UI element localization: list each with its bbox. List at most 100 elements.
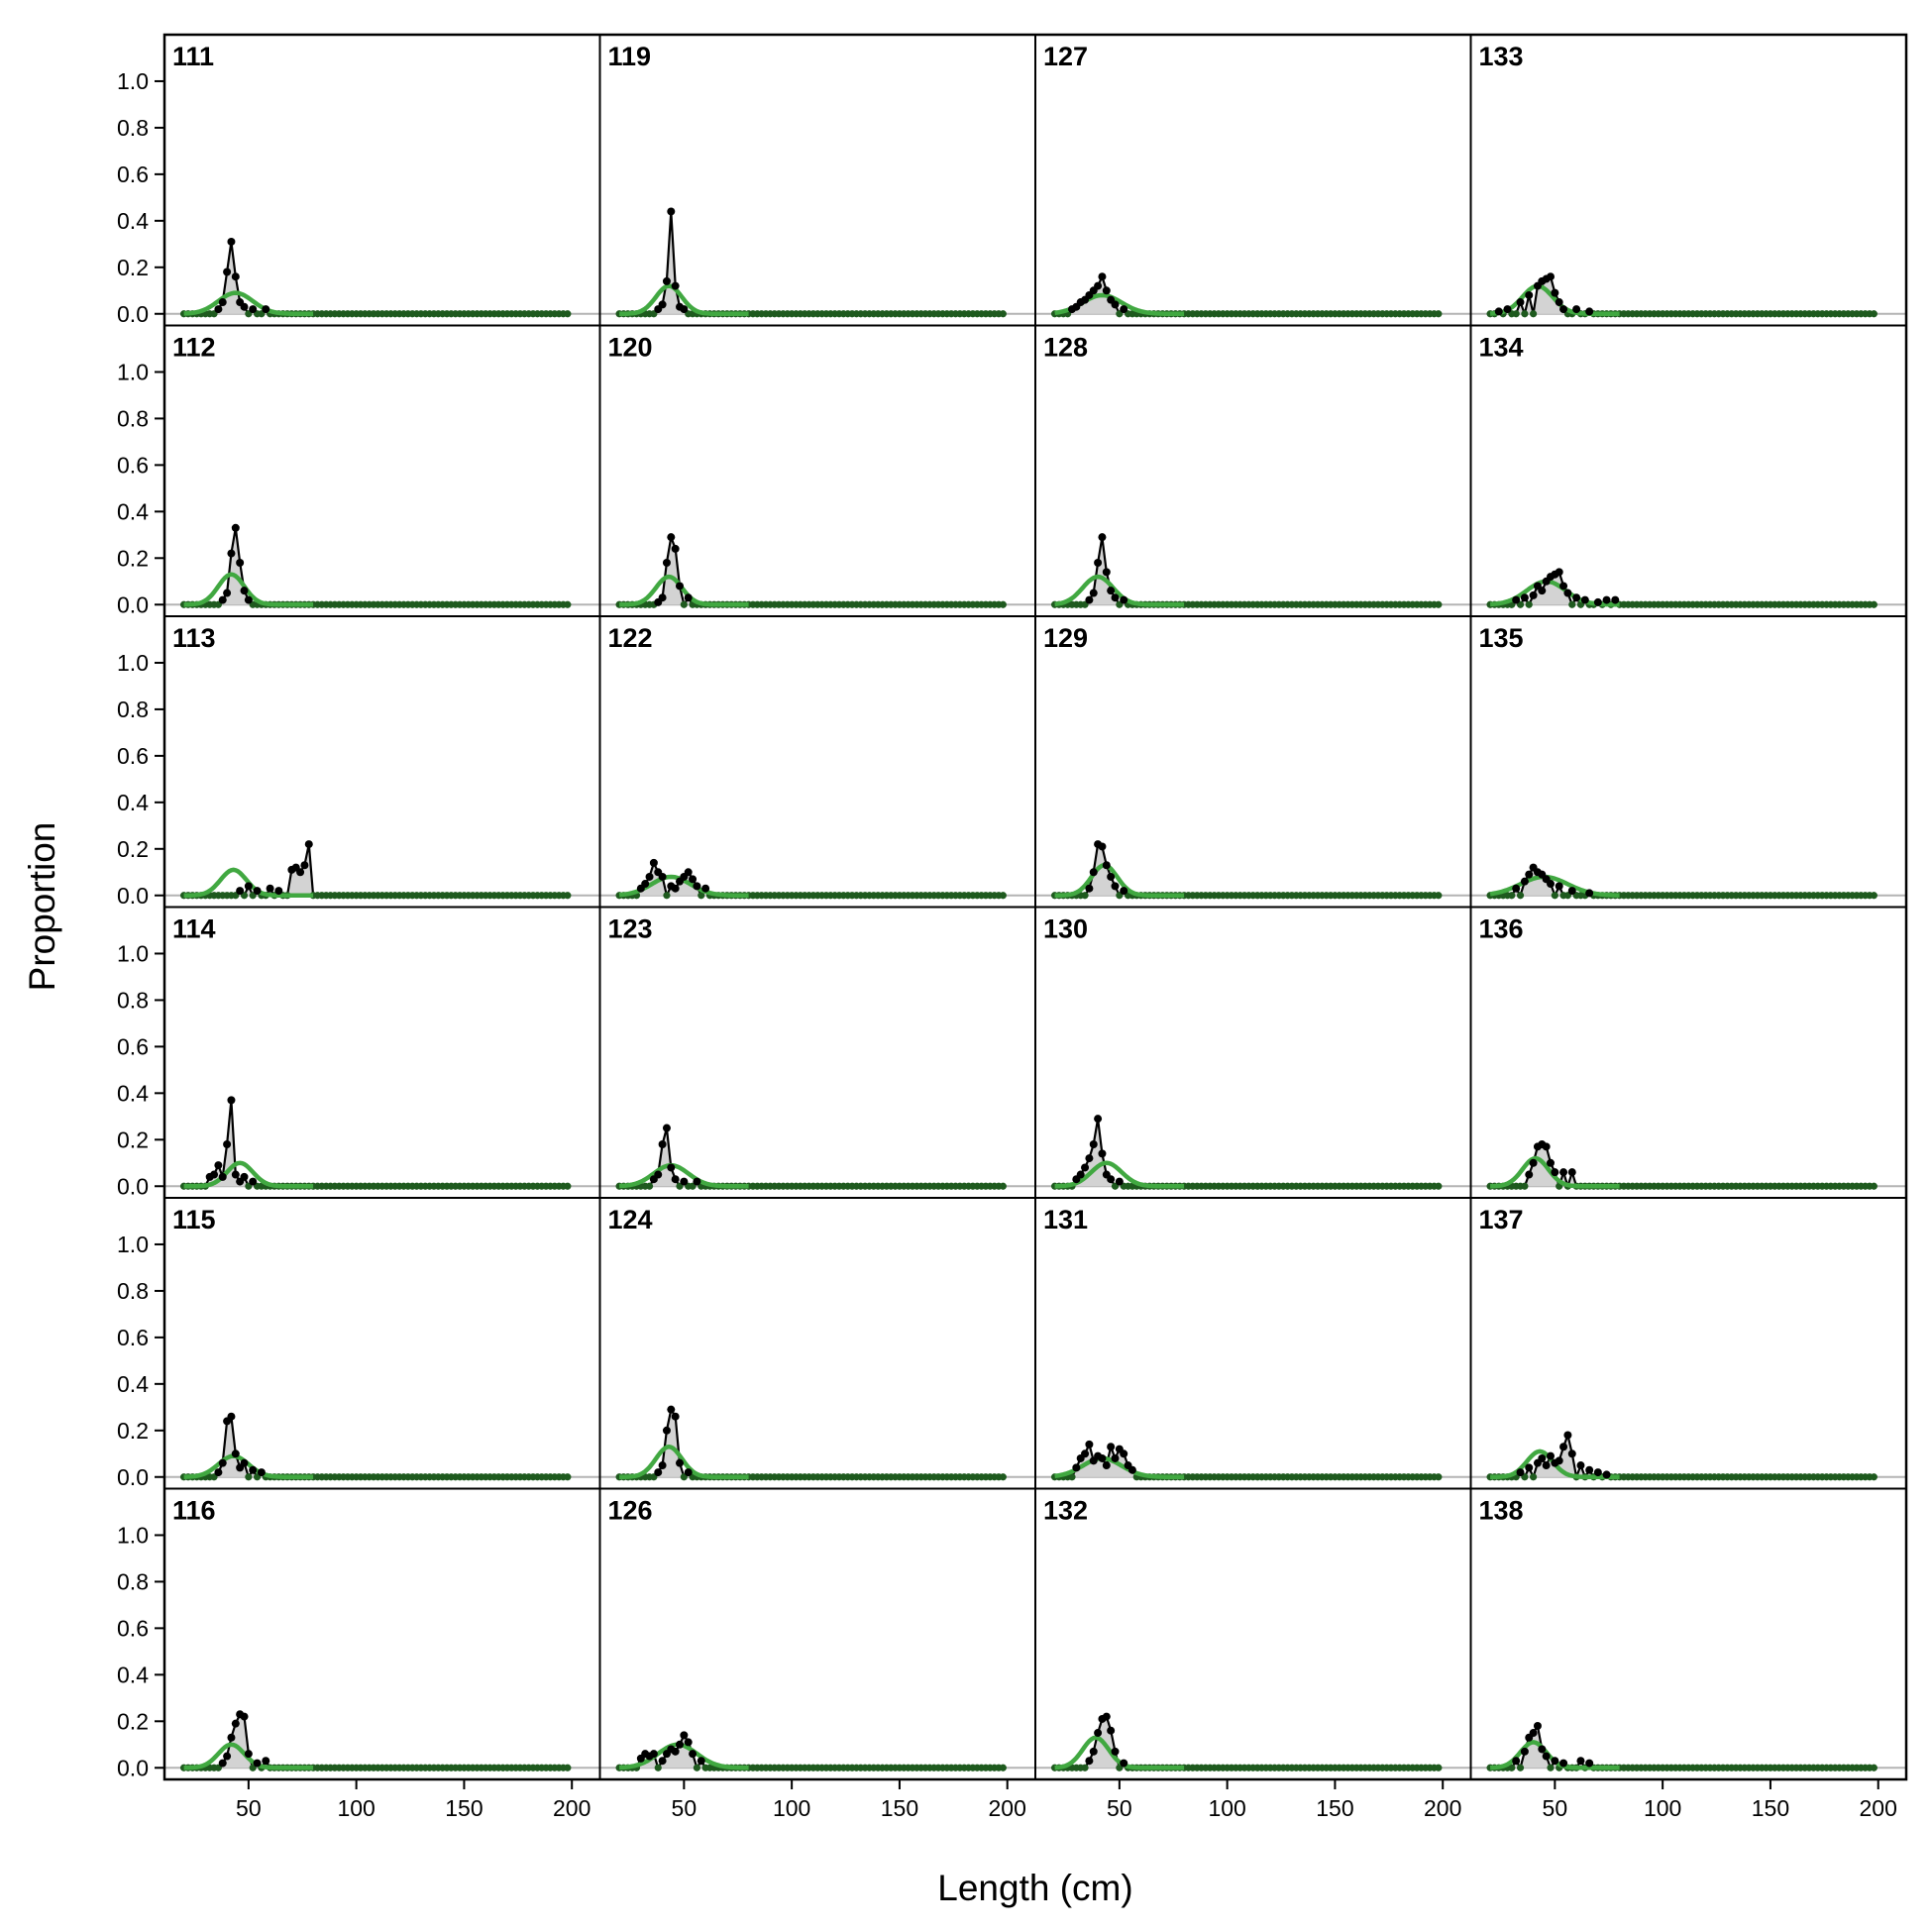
observed-point (227, 549, 236, 558)
y-tick-label: 0.8 (117, 697, 149, 722)
observed-point (1567, 887, 1576, 896)
panel-label: 129 (1043, 623, 1088, 653)
y-tick-label: 0.4 (117, 498, 149, 524)
panel-label: 136 (1479, 914, 1524, 944)
observed-point (684, 868, 693, 877)
observed-point (231, 1719, 240, 1728)
y-tick-label: 0.8 (117, 115, 149, 141)
observed-point (564, 600, 572, 608)
panel-label: 133 (1479, 42, 1524, 71)
observed-area (1054, 844, 1439, 896)
y-tick-label: 0.2 (117, 1708, 149, 1734)
panel-label: 112 (172, 333, 216, 363)
observed-point (1563, 1431, 1572, 1440)
observed-point (1076, 1170, 1085, 1179)
panel-label: 115 (172, 1205, 216, 1234)
observed-point (1542, 1752, 1551, 1761)
observed-point (654, 1170, 663, 1179)
panel-115: 115 (164, 1205, 600, 1481)
x-tick-label: 50 (1107, 1795, 1132, 1821)
expected-line (1054, 574, 1185, 607)
observed-point (999, 1764, 1007, 1771)
observed-point (684, 1738, 693, 1747)
y-tick-label: 0.4 (117, 208, 149, 234)
panel-label: 134 (1479, 333, 1524, 363)
observed-point (671, 1412, 680, 1421)
observed-point (701, 884, 710, 893)
observed-point (1081, 1449, 1090, 1458)
observed-point (1529, 1473, 1538, 1481)
expected-line (1490, 1155, 1620, 1189)
observed-point (1525, 600, 1533, 608)
plot-frame (162, 33, 1908, 1781)
observed-area (1054, 1444, 1439, 1477)
observed-point (676, 582, 685, 590)
panel-130: 130 (1035, 914, 1471, 1190)
observed-point (1585, 889, 1594, 898)
panel-label: 123 (608, 914, 653, 944)
observed-point (1538, 587, 1547, 595)
observed-point (231, 523, 240, 532)
x-tick-label: 150 (1316, 1795, 1353, 1821)
observed-point (1555, 298, 1563, 307)
observed-point (1547, 1451, 1556, 1460)
x-tick-label: 150 (881, 1795, 918, 1821)
observed-point (1547, 272, 1556, 281)
observed-point (1870, 1182, 1878, 1190)
observed-point (1094, 558, 1103, 567)
observed-point (1542, 1142, 1551, 1151)
observed-point (999, 1182, 1007, 1190)
observed-point (1520, 1747, 1529, 1756)
observed-point (1107, 1175, 1116, 1184)
panel-label: 122 (608, 623, 653, 653)
observed-point (1089, 1139, 1098, 1148)
observed-point (667, 207, 676, 216)
y-tick-label: 0.2 (117, 836, 149, 862)
observed-point (1870, 1764, 1878, 1771)
y-tick-label: 0.6 (117, 743, 149, 769)
panel-132: 132 (1035, 1496, 1471, 1771)
observed-point (689, 875, 698, 884)
observed-point (1102, 568, 1111, 577)
observed-point (564, 1182, 572, 1190)
panel-label: 132 (1043, 1496, 1088, 1526)
observed-point (253, 1759, 262, 1768)
x-tick-label: 100 (337, 1795, 375, 1821)
observed-point (1572, 593, 1581, 602)
observed-point (1435, 1473, 1443, 1481)
observed-point (1115, 1177, 1124, 1186)
panels-layer: 111 112 113 114 115 116 119 120 122 123 124 126 127 1… (164, 42, 1906, 1771)
observed-point (1098, 842, 1107, 851)
observed-point (1081, 1764, 1089, 1771)
observed-point (1525, 870, 1534, 879)
panel-120: 120 (599, 333, 1035, 608)
observed-point (658, 1139, 667, 1148)
observed-point (214, 1161, 223, 1170)
x-tick-label: 50 (236, 1795, 262, 1821)
observed-point (564, 1473, 572, 1481)
observed-point (658, 872, 667, 881)
observed-point (1585, 1759, 1594, 1768)
y-tick-label: 0.0 (117, 591, 149, 617)
observed-point (1525, 1170, 1534, 1179)
observed-point (658, 300, 667, 309)
observed-area (1054, 1716, 1439, 1769)
axes-layer: 0.0 0.2 0.4 0.6 0.8 1.0 0.0 0.2 0.4 0.6 0.8 1.0 0.0 0… (117, 33, 1908, 1821)
observed-point (304, 840, 313, 849)
y-tick-label: 0.2 (117, 255, 149, 280)
observed-point (1529, 590, 1538, 599)
observed-point (698, 892, 705, 900)
y-tick-label: 1.0 (117, 68, 149, 94)
panel-119: 119 (599, 42, 1035, 318)
observed-point (1611, 595, 1620, 604)
panel-129: 129 (1035, 623, 1471, 900)
observed-point (1098, 1149, 1107, 1158)
y-tick-label: 0.2 (117, 1127, 149, 1152)
y-tick-label: 0.8 (117, 405, 149, 431)
expected-line (1489, 874, 1620, 898)
panel-122: 122 (599, 623, 1035, 900)
panel-133: 133 (1470, 42, 1906, 318)
observed-point (227, 1096, 236, 1105)
observed-point (1435, 310, 1443, 318)
observed-point (1094, 281, 1103, 290)
